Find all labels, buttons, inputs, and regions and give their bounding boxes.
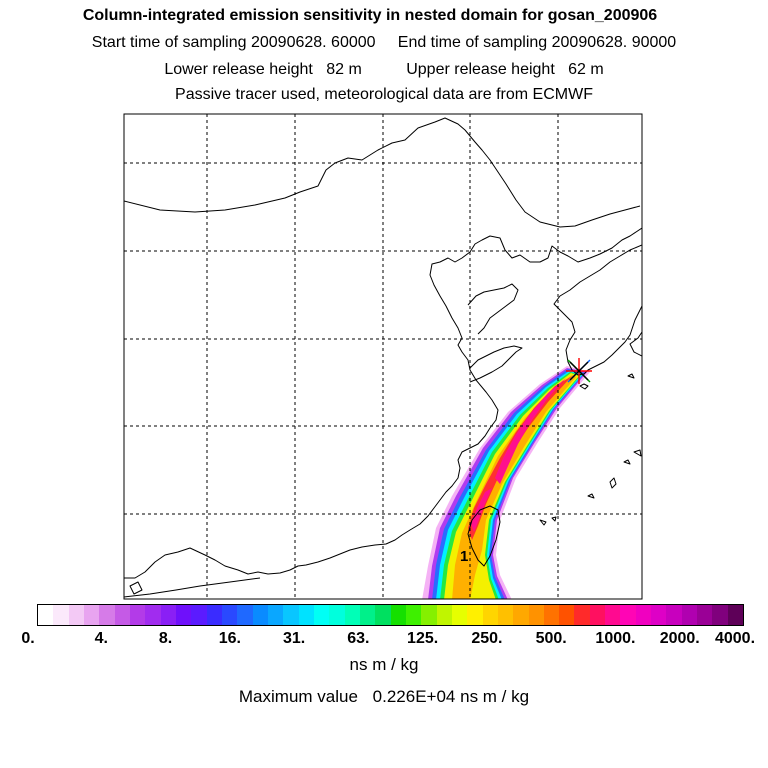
colorbar-cell xyxy=(543,605,560,625)
colorbar-cell xyxy=(68,605,84,625)
colorbar-tick-label: 1000. xyxy=(595,630,636,647)
colorbar-cell xyxy=(390,605,406,625)
colorbar-cell xyxy=(329,605,345,625)
sensitivity-plume xyxy=(422,366,590,599)
colorbar-cell xyxy=(160,605,176,625)
island-ryukyu-4 xyxy=(609,477,617,489)
coastlines xyxy=(124,117,642,598)
colorbar-cell xyxy=(206,605,222,625)
coastline-south-china xyxy=(124,577,261,598)
colorbar-cell xyxy=(298,605,314,625)
colorbar-cell xyxy=(712,605,728,625)
coastline-northern-border xyxy=(124,117,641,228)
colorbar-cell xyxy=(283,605,299,625)
colorbar-cell xyxy=(114,605,130,625)
colorbar-cell xyxy=(605,605,621,625)
colorbar-tick-label: 16. xyxy=(218,630,241,647)
coastline-shandong xyxy=(469,345,523,383)
colorbar-cell xyxy=(129,605,146,625)
colorbar-cell xyxy=(421,605,437,625)
colorbar-cell xyxy=(53,605,69,625)
colorbar-cell xyxy=(681,605,698,625)
island-hainan xyxy=(129,581,143,595)
coastline-korea-east xyxy=(553,244,642,376)
colorbar xyxy=(37,604,744,626)
colorbar-cell xyxy=(697,605,713,625)
colorbar-cell xyxy=(252,605,268,625)
colorbar-cell xyxy=(589,605,606,625)
colorbar-cell xyxy=(221,605,238,625)
plot-title: Column-integrated emission sensitivity i… xyxy=(82,7,658,24)
plume-core-red xyxy=(468,376,572,540)
colorbar-cell xyxy=(375,605,391,625)
plume-core-magenta-2 xyxy=(471,488,492,532)
point-label-1: 1 xyxy=(460,548,468,565)
colorbar-tick-label: 8. xyxy=(158,630,173,647)
plume-band-orange xyxy=(452,375,576,599)
colorbar-cell xyxy=(267,605,284,625)
colorbar-cell xyxy=(528,605,544,625)
island-ryukyu-7 xyxy=(551,516,557,522)
colorbar-cell xyxy=(83,605,100,625)
release-site-marker xyxy=(566,358,592,384)
colorbar-tick-labels: 0. 4. 8. 16. 31. 63. 125. 250. 500. 1000. 2000. 400… xyxy=(0,630,768,650)
colorbar-tick-label: 125. xyxy=(407,630,439,647)
colorbar-cell xyxy=(513,605,529,625)
colorbar-cell xyxy=(497,605,514,625)
colorbar-cell xyxy=(145,605,161,625)
lat-lon-grid xyxy=(124,114,642,599)
colorbar-cell xyxy=(344,605,360,625)
colorbar-cell xyxy=(313,605,330,625)
release-height-line: Lower release height 82 m Upper release … xyxy=(164,61,604,78)
colorbar-tick-label: 2000. xyxy=(659,630,700,647)
plume-core-magenta xyxy=(495,378,566,484)
colorbar-cell xyxy=(574,605,590,625)
colorbar-cell xyxy=(359,605,376,625)
coastline-bohai xyxy=(467,283,519,335)
colorbar-cell xyxy=(666,605,682,625)
colorbar-cell xyxy=(651,605,667,625)
map-frame xyxy=(123,113,643,600)
colorbar-tick-label: 4. xyxy=(94,630,108,647)
island-taiwan xyxy=(467,505,501,567)
coastline-manchuria-korea xyxy=(124,227,642,579)
maximum-value-units: ns m / kg xyxy=(460,687,530,706)
colorbar-cell xyxy=(405,605,422,625)
island-ryukyu-6 xyxy=(539,519,547,526)
colorbar-tick-label: 63. xyxy=(347,630,370,647)
maximum-value-line: Maximum value 0.226E+04 ns m / kg xyxy=(0,687,768,707)
colorbar-tick-label: 31. xyxy=(282,630,306,647)
colorbar-cell xyxy=(467,605,483,625)
colorbar-cell xyxy=(436,605,452,625)
colorbar-cell xyxy=(175,605,192,625)
colorbar-cell xyxy=(451,605,468,625)
colorbar-cell xyxy=(191,605,207,625)
colorbar-cell xyxy=(620,605,636,625)
maximum-value-label: Maximum value xyxy=(238,687,358,706)
island-ryukyu-3 xyxy=(623,459,631,465)
maximum-value-number: 0.226E+04 xyxy=(372,687,456,706)
colorbar-cell xyxy=(559,605,575,625)
colorbar-tick-label: 0. xyxy=(21,630,35,647)
tracer-info-line: Passive tracer used, meteorological data… xyxy=(175,86,593,103)
colorbar-cell xyxy=(635,605,652,625)
colorbar-cell xyxy=(99,605,115,625)
coastline-japan-kyushu xyxy=(629,331,642,357)
colorbar-tick-label: 500. xyxy=(535,630,567,647)
colorbar-cell xyxy=(727,605,744,625)
island-jeju xyxy=(579,383,589,390)
colorbar-cell xyxy=(237,605,253,625)
colorbar-cell xyxy=(482,605,498,625)
island-ryukyu-5 xyxy=(587,493,595,499)
colorbar-tick-label: 4000. xyxy=(714,630,756,647)
sampling-time-line: Start time of sampling 20090628. 60000 E… xyxy=(91,34,677,51)
colorbar-cell xyxy=(38,605,54,625)
island-ryukyu-2 xyxy=(633,449,642,457)
colorbar-units: ns m / kg xyxy=(349,655,419,674)
island-ryukyu-1 xyxy=(627,373,635,379)
colorbar-tick-label: 250. xyxy=(471,630,503,647)
